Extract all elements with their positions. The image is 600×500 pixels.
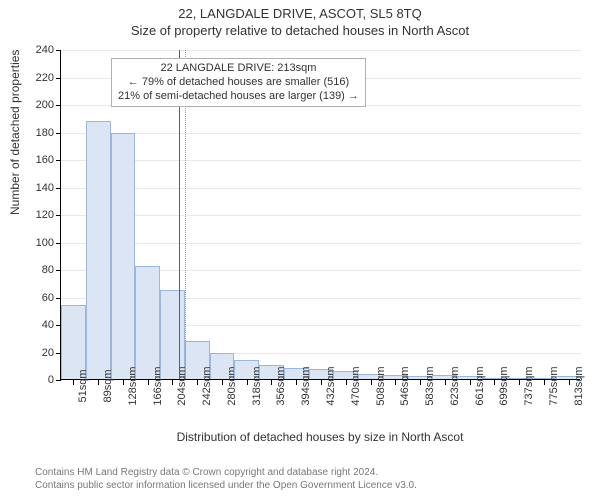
ytick-label: 220 bbox=[24, 72, 54, 84]
xtick-mark bbox=[519, 380, 520, 385]
xtick-label: 508sqm bbox=[375, 366, 387, 405]
annotation-line: 22 LANGDALE DRIVE: 213sqm bbox=[118, 62, 359, 76]
footer-line1: Contains HM Land Registry data © Crown c… bbox=[35, 467, 417, 480]
ytick-mark bbox=[56, 105, 61, 106]
ytick-label: 0 bbox=[24, 374, 54, 386]
x-axis-label: Distribution of detached houses by size … bbox=[60, 430, 580, 444]
gridline bbox=[61, 133, 581, 134]
gridline bbox=[61, 215, 581, 216]
ytick-mark bbox=[56, 298, 61, 299]
xtick-mark bbox=[247, 380, 248, 385]
ytick-label: 20 bbox=[24, 347, 54, 359]
ytick-label: 100 bbox=[24, 237, 54, 249]
chart-container: 22, LANGDALE DRIVE, ASCOT, SL5 8TQ Size … bbox=[0, 0, 600, 500]
ytick-mark bbox=[56, 188, 61, 189]
ytick-label: 60 bbox=[24, 292, 54, 304]
xtick-label: 623sqm bbox=[449, 366, 461, 405]
histogram-bar bbox=[135, 266, 160, 379]
histogram-bar bbox=[86, 121, 111, 380]
ytick-mark bbox=[56, 270, 61, 271]
page-subtitle: Size of property relative to detached ho… bbox=[0, 21, 600, 38]
plot-region: 02040608010012014016018020022024051sqm89… bbox=[60, 50, 580, 380]
xtick-label: 661sqm bbox=[474, 366, 486, 405]
xtick-mark bbox=[544, 380, 545, 385]
xtick-mark bbox=[222, 380, 223, 385]
page-title: 22, LANGDALE DRIVE, ASCOT, SL5 8TQ bbox=[0, 0, 600, 21]
xtick-mark bbox=[296, 380, 297, 385]
ytick-label: 240 bbox=[24, 44, 54, 56]
xtick-label: 583sqm bbox=[424, 366, 436, 405]
ytick-label: 120 bbox=[24, 209, 54, 221]
footer-attribution: Contains HM Land Registry data © Crown c… bbox=[35, 467, 417, 492]
annotation-box: 22 LANGDALE DRIVE: 213sqm← 79% of detach… bbox=[111, 58, 366, 107]
xtick-label: 546sqm bbox=[399, 366, 411, 405]
gridline bbox=[61, 188, 581, 189]
ytick-label: 160 bbox=[24, 154, 54, 166]
xtick-mark bbox=[445, 380, 446, 385]
ytick-mark bbox=[56, 243, 61, 244]
ytick-mark bbox=[56, 133, 61, 134]
footer-line2: Contains public sector information licen… bbox=[35, 480, 417, 493]
gridline bbox=[61, 243, 581, 244]
ytick-label: 200 bbox=[24, 99, 54, 111]
xtick-mark bbox=[346, 380, 347, 385]
xtick-mark bbox=[271, 380, 272, 385]
xtick-mark bbox=[494, 380, 495, 385]
xtick-mark bbox=[569, 380, 570, 385]
xtick-mark bbox=[197, 380, 198, 385]
xtick-mark bbox=[470, 380, 471, 385]
xtick-mark bbox=[395, 380, 396, 385]
xtick-label: 775sqm bbox=[548, 366, 560, 405]
histogram-bar bbox=[61, 305, 86, 379]
ytick-mark bbox=[56, 160, 61, 161]
xtick-label: 699sqm bbox=[498, 366, 510, 405]
xtick-label: 470sqm bbox=[350, 366, 362, 405]
ytick-mark bbox=[56, 215, 61, 216]
ytick-label: 80 bbox=[24, 264, 54, 276]
xtick-mark bbox=[321, 380, 322, 385]
annotation-line: 21% of semi-detached houses are larger (… bbox=[118, 90, 359, 104]
y-axis-label: Number of detached properties bbox=[8, 50, 22, 215]
ytick-label: 180 bbox=[24, 127, 54, 139]
ytick-mark bbox=[56, 380, 61, 381]
ytick-label: 140 bbox=[24, 182, 54, 194]
ytick-mark bbox=[56, 78, 61, 79]
xtick-mark bbox=[73, 380, 74, 385]
xtick-mark bbox=[420, 380, 421, 385]
xtick-mark bbox=[371, 380, 372, 385]
gridline bbox=[61, 160, 581, 161]
gridline bbox=[61, 50, 581, 51]
xtick-mark bbox=[172, 380, 173, 385]
ytick-label: 40 bbox=[24, 319, 54, 331]
ytick-mark bbox=[56, 50, 61, 51]
annotation-line: ← 79% of detached houses are smaller (51… bbox=[118, 76, 359, 90]
xtick-mark bbox=[98, 380, 99, 385]
histogram-bar bbox=[111, 133, 136, 379]
xtick-mark bbox=[148, 380, 149, 385]
xtick-label: 813sqm bbox=[573, 366, 585, 405]
xtick-label: 737sqm bbox=[523, 366, 535, 405]
xtick-mark bbox=[123, 380, 124, 385]
chart-area: 02040608010012014016018020022024051sqm89… bbox=[60, 50, 580, 380]
